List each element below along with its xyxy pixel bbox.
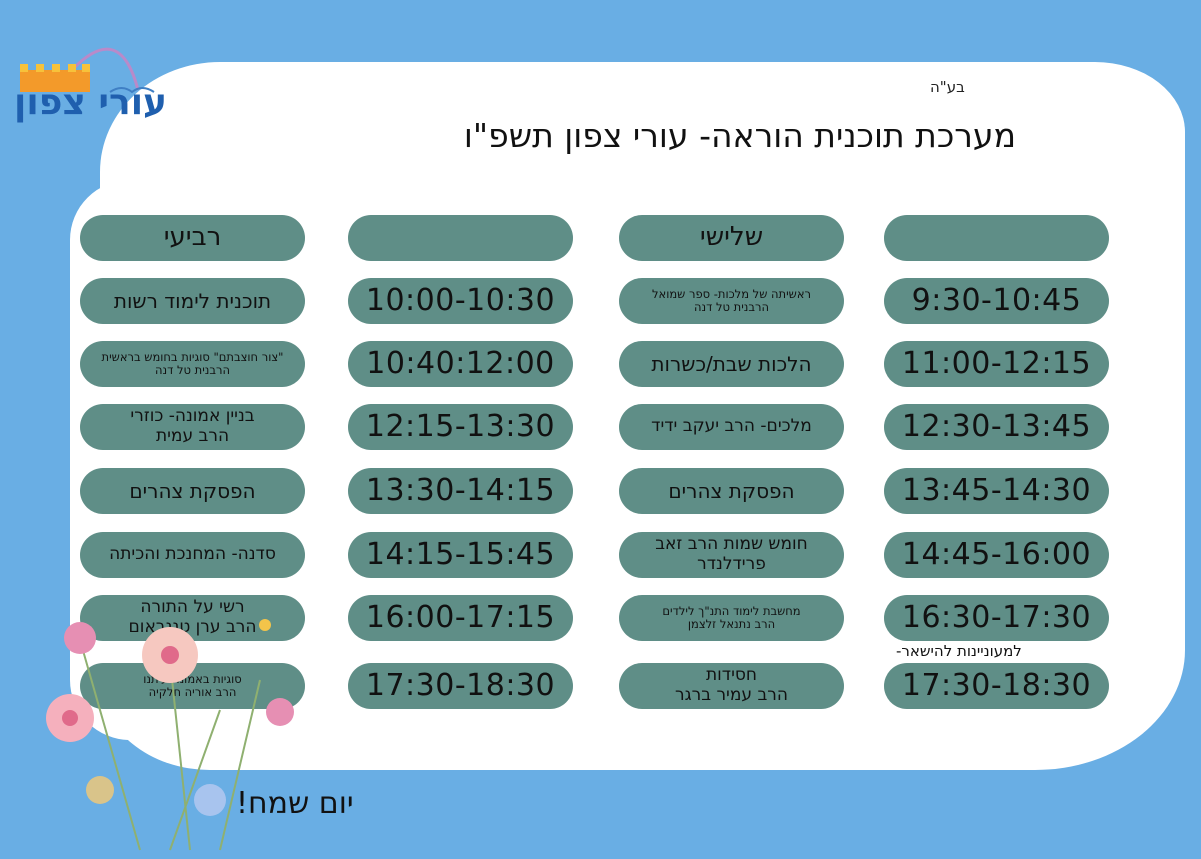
time-slot: 13:30-14:15 [348,468,573,514]
column-header [884,215,1109,261]
time-slot: 14:45-16:00 [884,532,1109,578]
lesson-cell: רשי על התורה הרב ערן טננבאום [80,595,305,641]
lesson-cell: הפסקת צהרים [80,468,305,514]
time-slot: 11:00-12:15 [884,341,1109,387]
lesson-cell: הלכות שבת/כשרות [619,341,844,387]
lesson-cell: סוגיות באמונת עיתנו הרב אוריה חלקיה [80,663,305,709]
time-slot: 9:30-10:45 [884,278,1109,324]
time-slot: 12:30-13:45 [884,404,1109,450]
logo-text: עורי צפון [14,82,168,123]
lesson-cell: מחשבת לימוד התנ"ך לילדים הרב נתנאל זלצמן [619,595,844,641]
column-header: שלישי [619,215,844,261]
logo-graphic [20,47,155,94]
column-header [348,215,573,261]
lesson-cell: הפסקת צהרים [619,468,844,514]
lesson-cell: "צור חוצבתם" סוגיות בחומש בראשית הרבנית … [80,341,305,387]
time-slot: 12:15-13:30 [348,404,573,450]
time-slot: 16:00-17:15 [348,595,573,641]
logo [10,30,190,140]
stay-note: למעוניינות להישאר- [896,642,1022,660]
page-title: מערכת תוכנית הוראה- עורי צפון תשפ"ו [463,116,1016,155]
lesson-cell: חסידות הרב עמיר ברגר [619,663,844,709]
time-slot: 14:15-15:45 [348,532,573,578]
time-slot: 10:00-10:30 [348,278,573,324]
time-slot: 13:45-14:30 [884,468,1109,514]
column-header: רביעי [80,215,305,261]
lesson-cell: תוכנית לימוד רשות [80,278,305,324]
lesson-cell: חומש שמות הרב זאב פרידלנדר [619,532,844,578]
bh-label: בע"ה [930,78,965,96]
lesson-cell: מלכים- הרב יעקב ידיד [619,404,844,450]
lesson-cell: ראשיתה של מלכות- ספר שמואל הרבנית טל דנה [619,278,844,324]
footer-greeting: יום שמח! [236,786,354,821]
time-slot: 17:30-18:30 [884,663,1109,709]
time-slot: 17:30-18:30 [348,663,573,709]
lesson-cell: בניין אמונה- כוזרי הרב עמית [80,404,305,450]
white-card-edge [70,180,190,740]
lesson-cell: סדנה- המחנכת והכיתה [80,532,305,578]
time-slot: 16:30-17:30 [884,595,1109,641]
time-slot: 10:40:12:00 [348,341,573,387]
